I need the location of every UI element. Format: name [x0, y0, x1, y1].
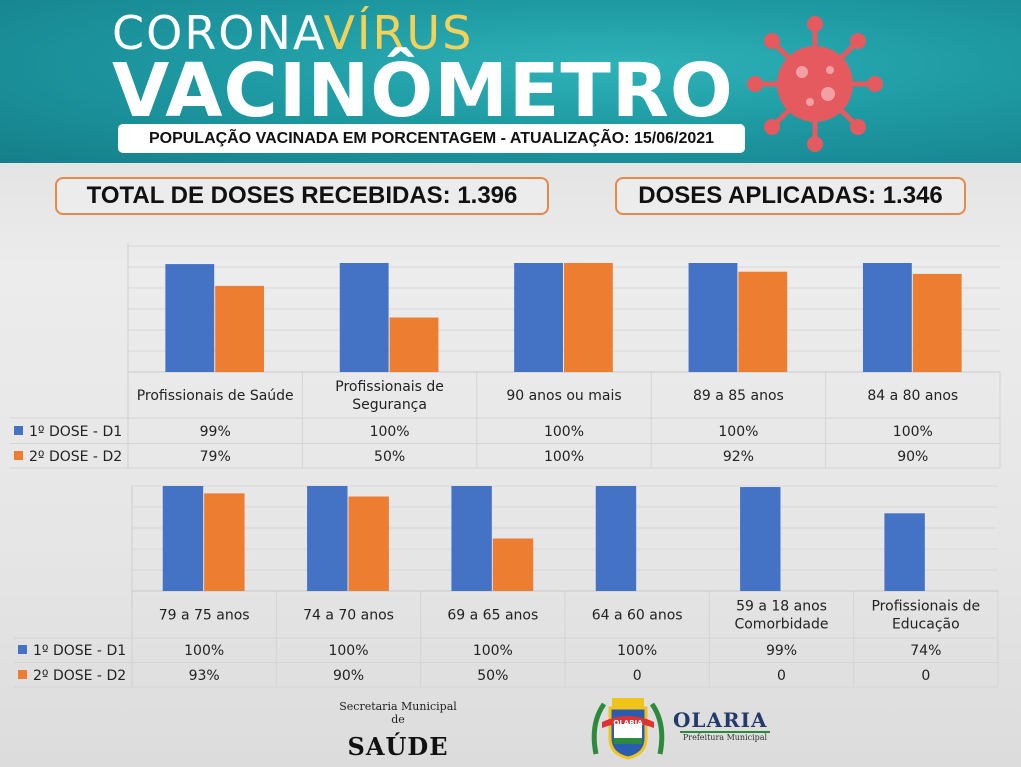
legend-swatch-d2 [14, 451, 23, 460]
category-label: Segurança [352, 397, 427, 413]
banner-title-virus: VÍRUS [323, 6, 474, 60]
category-label: 59 a 18 anos [736, 599, 827, 615]
category-label: 79 a 75 anos [159, 608, 250, 624]
bar-d2 [564, 263, 613, 372]
bar-d2 [389, 317, 439, 372]
data-label: 74% [910, 643, 941, 659]
data-label: 0 [921, 668, 930, 684]
bar-d1 [595, 486, 637, 591]
banner-title-line2: VACINÔMETRO [112, 48, 734, 134]
saude-label: SAÚDE [347, 732, 449, 761]
legend-swatch-d1 [14, 426, 23, 435]
bar-d1 [339, 263, 389, 372]
data-label: 100% [544, 449, 584, 465]
banner-title-line1: CORONAVÍRUS [112, 6, 473, 60]
data-label: 100% [893, 424, 933, 440]
data-label: 100% [473, 643, 513, 659]
bar-d2 [738, 271, 788, 372]
virus-icon [747, 16, 883, 152]
bar-d1 [688, 263, 738, 372]
category-label: Profissionais de [871, 599, 980, 615]
legend-label: 1º DOSE - D1 [29, 424, 122, 440]
category-label: 90 anos ou mais [506, 388, 621, 404]
data-label: 0 [777, 668, 786, 684]
data-label: 99% [200, 424, 231, 440]
secretaria-logo: Secretaria Municipal de SAÚDE [333, 700, 463, 761]
update-subtitle: POPULAÇÃO VACINADA EM PORCENTAGEM - ATUA… [118, 124, 745, 153]
data-label: 100% [328, 643, 368, 659]
legend-label: 1º DOSE - D1 [33, 643, 126, 659]
data-label: 0 [633, 668, 642, 684]
data-label: 90% [897, 449, 928, 465]
legend-swatch-d1 [18, 645, 27, 654]
category-label: 64 a 60 anos [592, 608, 683, 624]
bar-d1 [514, 263, 563, 372]
category-label: 69 a 65 anos [447, 608, 538, 624]
data-label: 100% [718, 424, 758, 440]
bar-d1 [162, 486, 204, 591]
bar-d1 [307, 486, 348, 591]
bar-d2 [204, 493, 245, 591]
data-label: 92% [723, 449, 754, 465]
legend-swatch-d2 [18, 670, 27, 679]
data-label: 93% [189, 668, 220, 684]
bar-d2 [215, 285, 265, 372]
bar-d2 [348, 496, 389, 591]
bar-d1 [740, 487, 781, 591]
data-label: 100% [544, 424, 584, 440]
legend-label: 2º DOSE - D2 [29, 449, 122, 465]
bar-d1 [884, 513, 925, 591]
category-label: 89 a 85 anos [693, 388, 784, 404]
category-label: 74 a 70 anos [303, 608, 394, 624]
data-label: 79% [200, 449, 231, 465]
bar-d2 [492, 538, 534, 591]
bar-d2 [912, 273, 962, 372]
olaria-crest-icon: OLARIA [591, 698, 665, 760]
category-label: Profissionais de [335, 379, 444, 395]
bar-d1 [165, 264, 215, 372]
data-label: 100% [370, 424, 410, 440]
secretaria-label: Secretaria Municipal de [339, 700, 457, 726]
bar-d1 [451, 486, 492, 591]
category-label: Educação [892, 617, 960, 633]
doses-applied-box: DOSES APLICADAS: 1.346 [615, 177, 966, 215]
total-received-box: TOTAL DE DOSES RECEBIDAS: 1.396 [55, 177, 549, 215]
data-label: 90% [333, 668, 364, 684]
header-banner: CORONAVÍRUS VACINÔMETRO POPULAÇÃO VACINA… [0, 0, 1021, 163]
bar-d1 [862, 263, 912, 372]
data-label: 99% [766, 643, 797, 659]
data-label: 50% [374, 449, 405, 465]
category-label: Profissionais de Saúde [137, 388, 294, 404]
data-label: 50% [477, 668, 508, 684]
olaria-title: OLARIA [673, 708, 768, 732]
crest-label: OLARIA [613, 719, 643, 727]
legend-label: 2º DOSE - D2 [33, 668, 126, 684]
olaria-subtitle: Prefeitura Municipal [680, 731, 770, 742]
banner-title-corona: CORONA [112, 6, 324, 60]
category-label: Comorbidade [734, 617, 828, 633]
data-label: 100% [184, 643, 224, 659]
category-label: 84 a 80 anos [867, 388, 958, 404]
data-label: 100% [617, 643, 657, 659]
